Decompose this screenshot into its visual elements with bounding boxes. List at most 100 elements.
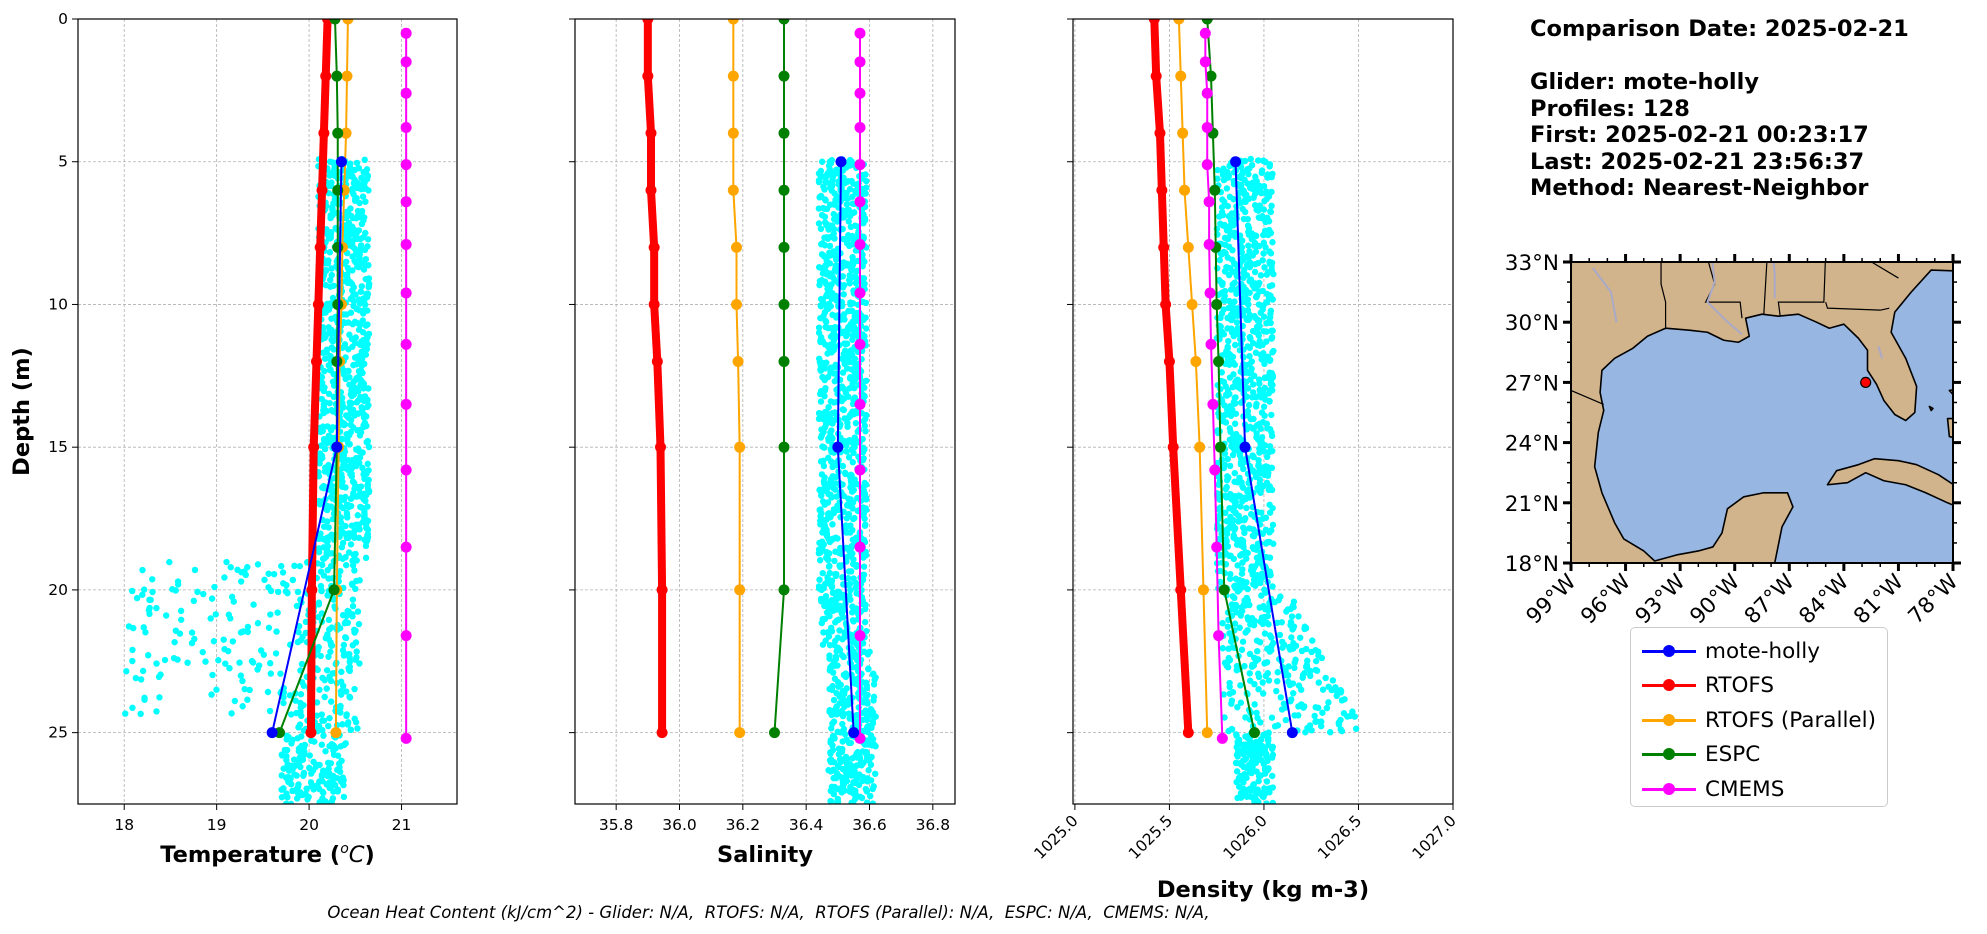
glider-scatter-point — [823, 609, 831, 616]
glider-scatter-point — [823, 306, 830, 313]
glider-scatter-point — [316, 686, 323, 693]
glider-scatter-point — [1254, 330, 1262, 337]
glider-scatter-point — [266, 707, 274, 715]
glider-scatter-point — [356, 321, 364, 329]
series-point — [854, 541, 866, 553]
glider-scatter-point — [341, 620, 349, 627]
glider-scatter-point — [1261, 392, 1268, 399]
glider-scatter-point — [316, 460, 323, 467]
glider-scatter-point — [1256, 338, 1263, 345]
glider-scatter-point — [829, 420, 836, 427]
glider-scatter-point — [1285, 663, 1292, 670]
series-line — [278, 19, 339, 733]
glider-scatter-point — [1245, 316, 1252, 323]
glider-scatter-point — [1237, 503, 1244, 510]
glider-scatter-point — [362, 542, 370, 550]
glider-scatter-point — [1269, 743, 1277, 751]
glider-scatter-point — [863, 411, 870, 419]
glider-scatter-point — [1219, 619, 1226, 627]
glider-scatter-point — [844, 575, 852, 582]
x-tick-label: 35.8 — [599, 816, 634, 834]
glider-scatter-point — [363, 470, 370, 477]
glider-scatter-point — [852, 189, 860, 196]
glider-scatter-point — [853, 720, 861, 727]
series-point — [655, 441, 666, 453]
series-point — [400, 732, 412, 744]
glider-scatter-point — [1263, 299, 1270, 306]
glider-scatter-point — [1337, 688, 1345, 695]
glider-scatter-point — [1247, 511, 1255, 518]
glider-scatter-point — [347, 541, 355, 548]
glider-scatter-point — [346, 399, 354, 406]
glider-scatter-point — [829, 536, 836, 543]
glider-scatter-point — [1329, 677, 1337, 684]
glider-scatter-point — [264, 688, 272, 696]
glider-scatter-point — [323, 685, 330, 692]
glider-scatter-point — [871, 770, 879, 778]
series-point — [656, 727, 668, 739]
x-ticks: 18 19 20 21 — [114, 804, 411, 834]
x-tick-label: 36.6 — [852, 816, 887, 834]
glider-scatter-point — [1226, 425, 1234, 432]
series-line — [732, 19, 741, 733]
glider-scatter-point — [155, 673, 163, 681]
glider-scatter-point — [1280, 641, 1288, 648]
glider-scatter-point — [869, 671, 877, 678]
series-point — [731, 241, 742, 253]
glider-scatter-point — [1252, 403, 1260, 410]
glider-scatter-point — [320, 572, 328, 579]
glider-scatter-point — [849, 459, 857, 466]
legend-entry: mote-holly — [1639, 636, 1820, 666]
glider-scatter-point — [1226, 315, 1233, 322]
glider-scatter-point — [849, 603, 856, 610]
glider-scatter-point — [1297, 634, 1304, 641]
glider-scatter-point — [850, 396, 857, 404]
glider-scatter-point — [1246, 344, 1253, 351]
series-point — [648, 241, 660, 253]
series-point — [1201, 87, 1213, 99]
glider-scatter-point — [1242, 287, 1250, 294]
glider-scatter-point — [357, 296, 364, 304]
glider-scatter-point — [278, 786, 285, 793]
glider-scatter-point — [841, 757, 848, 764]
glider-scatter-point — [832, 266, 839, 273]
glider-scatter-point — [818, 211, 826, 219]
series-point — [1182, 727, 1194, 739]
glider-scatter-point — [1274, 669, 1281, 676]
glider-scatter-point — [1217, 323, 1224, 330]
glider-scatter-point — [818, 538, 826, 545]
glider-scatter-point — [840, 607, 847, 614]
glider-scatter-point — [827, 797, 834, 804]
glider-scatter-point — [847, 596, 854, 603]
glider-scatter-point — [1240, 779, 1247, 786]
glider-scatter-point — [347, 470, 355, 477]
glider-scatter-point — [310, 758, 317, 766]
glider-scatter-point — [1235, 173, 1243, 181]
glider-scatter-point — [1292, 656, 1299, 663]
glider-scatter-point — [363, 413, 370, 420]
glider-scatter-point — [1246, 677, 1254, 684]
glider-scatter-point — [1263, 778, 1271, 785]
glider-scatter-point — [823, 271, 831, 278]
glider-scatter-point — [130, 624, 137, 632]
glider-scatter-point — [172, 587, 179, 594]
info-spacer — [1530, 43, 1909, 70]
glider-scatter-point — [1298, 686, 1305, 693]
glider-scatter-point — [848, 410, 855, 417]
profile-panel: 35.8 36.0 36.2 36.4 36.6 36.8 Salinity — [569, 18, 956, 868]
glider-scatter-point — [817, 302, 824, 309]
glider-scatter-point — [1263, 328, 1270, 335]
glider-scatter-point — [869, 800, 877, 804]
glider-scatter-point — [239, 677, 246, 685]
glider-scatter-point — [321, 693, 328, 701]
series-point — [778, 184, 790, 196]
map-frame — [1570, 261, 1954, 564]
glider-scatter-point — [1226, 683, 1233, 691]
series-point — [1201, 19, 1213, 25]
lon-tick-label: 96°W — [1576, 570, 1636, 630]
series-point — [1214, 441, 1226, 453]
glider-scatter-point — [1246, 248, 1253, 255]
legend: mote-holly RTOFS RTOFS (Parallel) ESPC C… — [1630, 627, 1888, 807]
glider-scatter-point — [850, 618, 857, 625]
glider-scatter-point — [1239, 749, 1247, 757]
